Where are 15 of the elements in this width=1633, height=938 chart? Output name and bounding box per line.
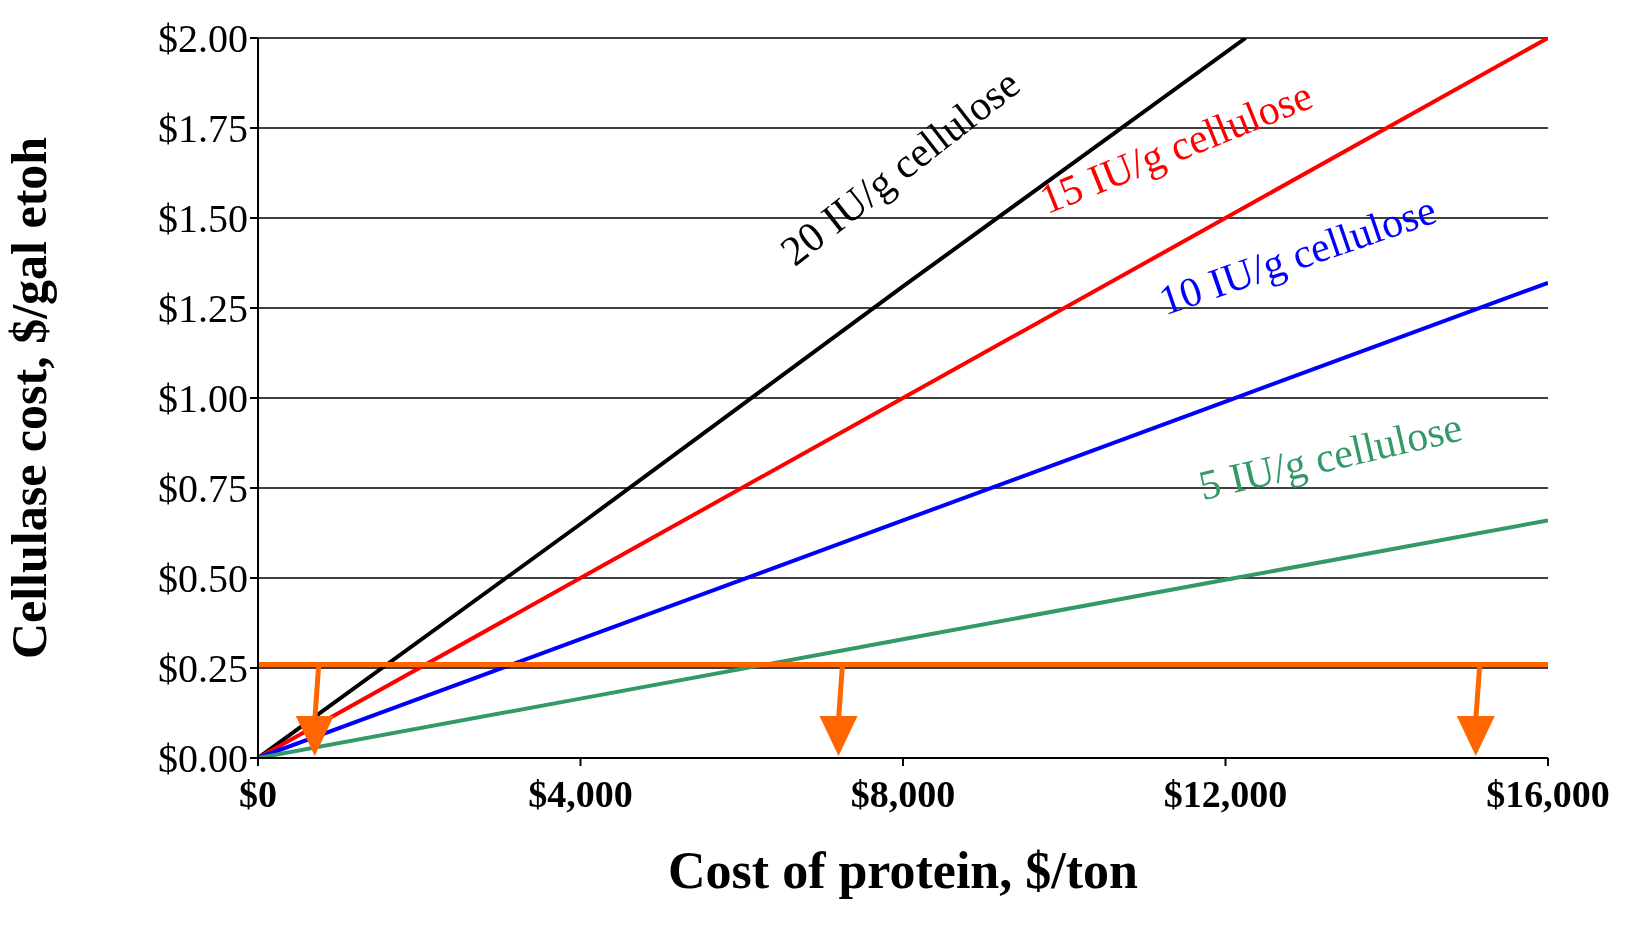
y-tick-label: $1.50 xyxy=(158,196,248,242)
y-tick-label: $1.25 xyxy=(158,286,248,332)
y-tick-label: $0.75 xyxy=(158,466,248,512)
y-tick-label: $1.00 xyxy=(158,376,248,422)
x-tick-label: $16,000 xyxy=(1486,772,1610,815)
y-tick-label: $0.50 xyxy=(158,556,248,602)
text: 5 IU/g cellulose xyxy=(1194,403,1467,509)
y-tick-label: $1.75 xyxy=(158,106,248,152)
y-tick-label: $2.00 xyxy=(158,16,248,62)
y-tick-label: $0.25 xyxy=(158,646,248,692)
x-tick-label: $12,000 xyxy=(1163,772,1288,815)
y-axis-title: Cellulase cost, $/gal etoh xyxy=(0,136,57,660)
x-tick-label: $4,000 xyxy=(528,772,633,815)
x-axis-title: Cost of protein, $/ton xyxy=(668,842,1139,899)
x-tick-label: $8,000 xyxy=(850,772,956,815)
